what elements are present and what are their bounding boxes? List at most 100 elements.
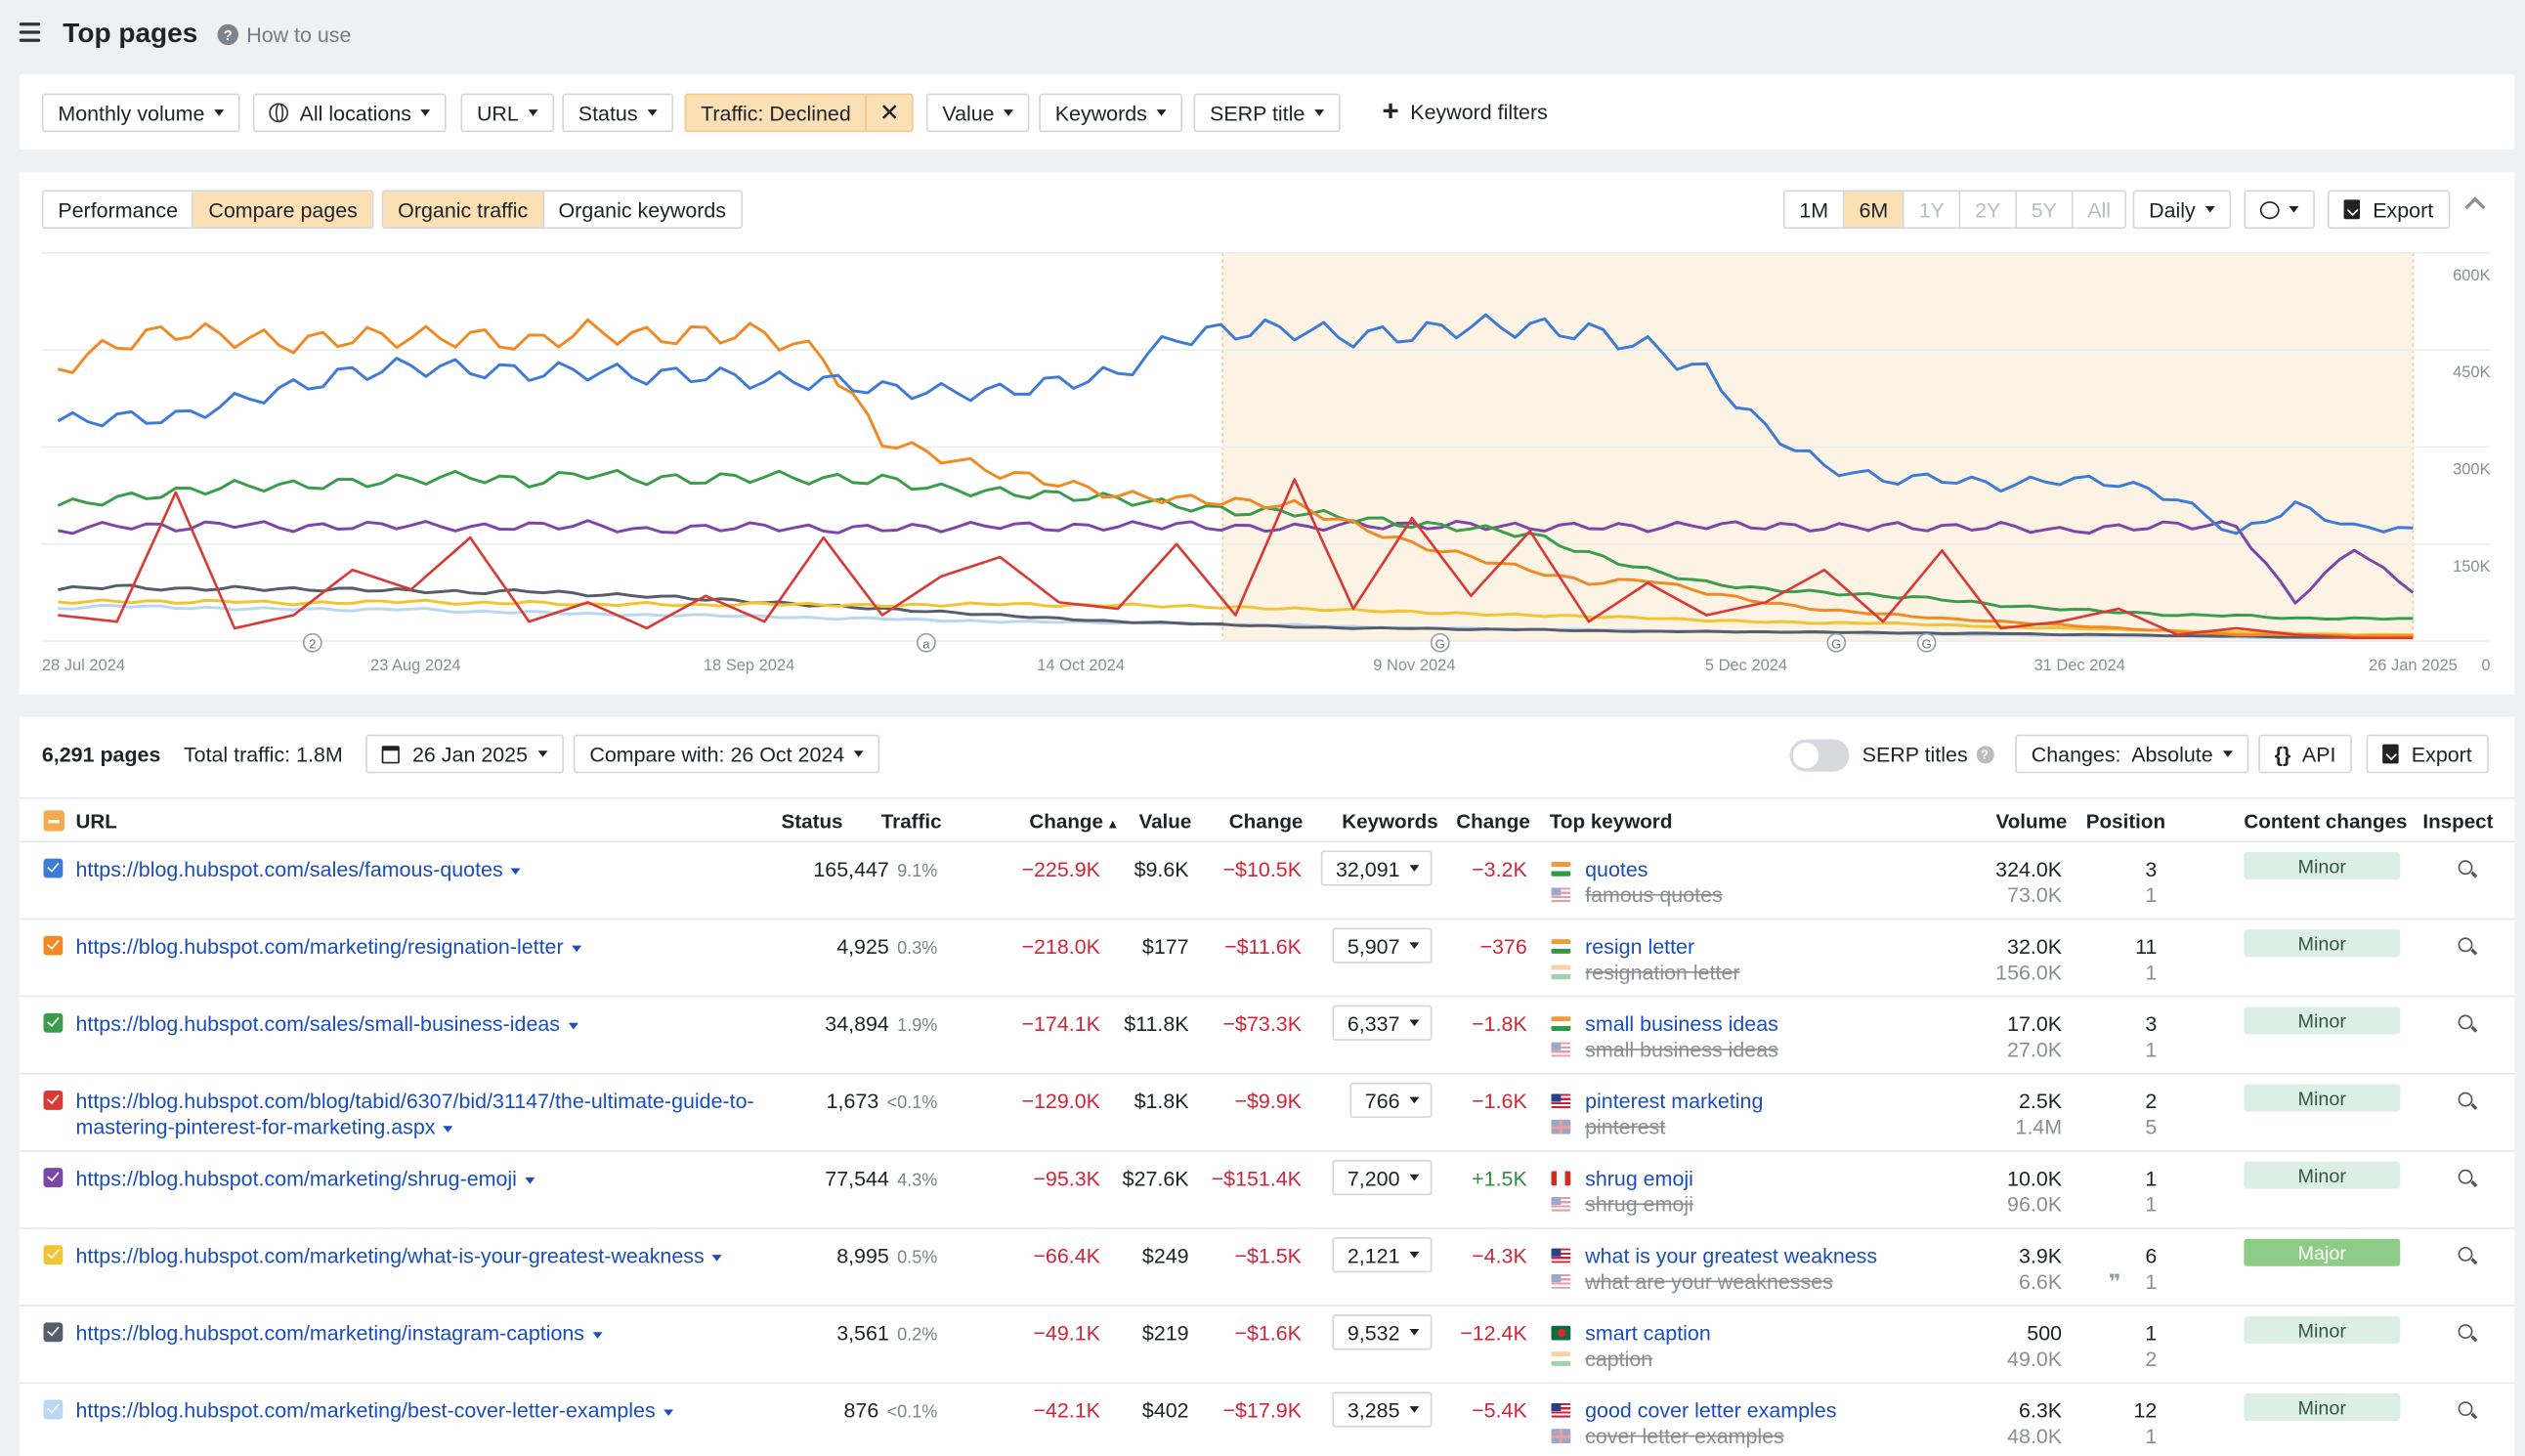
keywords-dropdown[interactable]: 7,200: [1333, 1159, 1433, 1196]
top-keyword-link[interactable]: smart caption: [1585, 1320, 1711, 1346]
page-url-link[interactable]: https://blog.hubspot.com/marketing/shrug…: [75, 1167, 768, 1192]
row-checkbox[interactable]: [43, 1168, 64, 1187]
close-icon[interactable]: ✕: [865, 95, 913, 131]
date-picker[interactable]: 26 Jan 2025: [365, 734, 564, 774]
caret-down-icon[interactable]: [568, 1022, 578, 1029]
row-checkbox[interactable]: [43, 1245, 64, 1265]
range-2y[interactable]: 2Y: [1960, 192, 2017, 228]
traffic-filter-chip[interactable]: Traffic: Declined ✕: [684, 93, 915, 133]
url-filter-dropdown[interactable]: URL: [460, 93, 555, 133]
page-url-link[interactable]: https://blog.hubspot.com/marketing/insta…: [75, 1321, 768, 1347]
col-keywords[interactable]: Keywords: [1342, 810, 1438, 834]
page-url-link[interactable]: https://blog.hubspot.com/sales/famous-qu…: [75, 857, 768, 882]
page-url-link[interactable]: https://blog.hubspot.com/marketing/resig…: [75, 934, 768, 960]
chart-export-button[interactable]: Export: [2328, 190, 2450, 230]
content-change-badge[interactable]: Minor: [2244, 1161, 2401, 1189]
compare-date-picker[interactable]: Compare with: 26 Oct 2024: [573, 734, 880, 774]
caret-down-icon[interactable]: [663, 1408, 673, 1416]
range-all[interactable]: All: [2073, 192, 2125, 228]
caret-down-icon[interactable]: [571, 944, 581, 952]
content-change-badge[interactable]: Minor: [2244, 1392, 2401, 1421]
keywords-dropdown[interactable]: 766: [1349, 1082, 1433, 1119]
content-change-badge[interactable]: Minor: [2244, 1084, 2401, 1112]
col-top-keyword[interactable]: Top keyword: [1549, 810, 1673, 834]
row-checkbox[interactable]: [43, 1012, 64, 1033]
keywords-filter-dropdown[interactable]: Keywords: [1039, 93, 1183, 133]
range-5y[interactable]: 5Y: [2016, 192, 2074, 228]
caret-down-icon[interactable]: [711, 1254, 722, 1262]
col-status[interactable]: Status: [781, 810, 843, 834]
col-volume[interactable]: Volume: [1995, 810, 2068, 834]
page-url-link[interactable]: https://blog.hubspot.com/marketing/what-…: [75, 1244, 768, 1269]
top-keyword-link[interactable]: small business ideas: [1585, 1011, 1778, 1036]
caret-down-icon[interactable]: [525, 1177, 535, 1183]
tab-compare-pages[interactable]: Compare pages: [193, 192, 372, 228]
search-icon[interactable]: [2458, 1092, 2473, 1107]
col-value[interactable]: Value: [1138, 810, 1192, 834]
row-checkbox[interactable]: [43, 1322, 64, 1343]
search-icon[interactable]: [2458, 1014, 2473, 1030]
serp-title-dropdown[interactable]: SERP title: [1193, 93, 1341, 133]
menu-icon[interactable]: [19, 22, 41, 42]
search-icon[interactable]: [2458, 1324, 2473, 1339]
table-export-button[interactable]: Export: [2366, 734, 2489, 774]
row-checkbox[interactable]: [43, 858, 64, 878]
content-change-badge[interactable]: Minor: [2244, 929, 2401, 958]
col-url[interactable]: URL: [75, 810, 117, 834]
caret-down-icon[interactable]: [443, 1125, 453, 1133]
value-filter-dropdown[interactable]: Value: [925, 93, 1030, 133]
col-position[interactable]: Position: [2085, 810, 2166, 834]
how-to-use-link[interactable]: ? How to use: [217, 22, 351, 47]
content-change-badge[interactable]: Major: [2244, 1238, 2401, 1266]
keyword-filters-button[interactable]: + Keyword filters: [1382, 97, 1547, 126]
search-icon[interactable]: [2458, 937, 2473, 953]
row-checkbox[interactable]: [43, 1399, 64, 1420]
search-icon[interactable]: [2458, 1169, 2473, 1184]
interval-dropdown[interactable]: Daily: [2132, 190, 2232, 230]
top-keyword-link[interactable]: quotes: [1585, 857, 1648, 881]
keywords-dropdown[interactable]: 3,285: [1333, 1392, 1433, 1428]
search-icon[interactable]: [2458, 860, 2473, 876]
page-url-link[interactable]: https://blog.hubspot.com/blog/tabid/6307…: [75, 1089, 768, 1140]
keywords-dropdown[interactable]: 2,121: [1333, 1237, 1433, 1273]
range-1y[interactable]: 1Y: [1904, 192, 1961, 228]
search-icon[interactable]: [2458, 1401, 2473, 1417]
range-1m[interactable]: 1M: [1784, 192, 1845, 228]
tab-performance[interactable]: Performance: [43, 192, 194, 228]
page-url-link[interactable]: https://blog.hubspot.com/marketing/best-…: [75, 1398, 768, 1424]
page-url-link[interactable]: https://blog.hubspot.com/sales/small-bus…: [75, 1011, 768, 1037]
select-all-checkbox[interactable]: [43, 810, 64, 832]
serp-titles-toggle[interactable]: [1789, 739, 1850, 772]
keywords-dropdown[interactable]: 32,091: [1321, 850, 1433, 886]
top-keyword-link[interactable]: pinterest marketing: [1585, 1089, 1764, 1114]
top-keyword-link[interactable]: good cover letter examples: [1585, 1397, 1837, 1423]
content-change-badge[interactable]: Minor: [2244, 1006, 2401, 1035]
row-checkbox[interactable]: [43, 935, 64, 956]
col-content-changes[interactable]: Content changes: [2244, 810, 2408, 834]
content-change-badge[interactable]: Minor: [2244, 1315, 2401, 1344]
col-change[interactable]: Change ▲: [1029, 810, 1119, 833]
changes-dropdown[interactable]: Changes: Absolute: [2015, 734, 2248, 774]
locations-dropdown[interactable]: All locations: [252, 93, 448, 133]
search-icon[interactable]: [2458, 1246, 2473, 1262]
range-6m[interactable]: 6M: [1844, 192, 1904, 228]
content-change-badge[interactable]: Minor: [2244, 852, 2401, 880]
top-keyword-link[interactable]: resign letter: [1585, 934, 1695, 959]
tab-organic-traffic[interactable]: Organic traffic: [383, 192, 544, 228]
tab-organic-keywords[interactable]: Organic keywords: [543, 192, 741, 228]
annotations-dropdown[interactable]: [2244, 190, 2315, 230]
keywords-dropdown[interactable]: 9,532: [1333, 1314, 1433, 1350]
col-traffic[interactable]: Traffic: [880, 810, 942, 834]
api-button[interactable]: {} API: [2258, 734, 2352, 774]
keywords-dropdown[interactable]: 6,337: [1333, 1005, 1433, 1041]
col-value-change[interactable]: Change: [1228, 810, 1304, 834]
monthly-volume-dropdown[interactable]: Monthly volume: [41, 93, 240, 133]
row-checkbox[interactable]: [43, 1091, 64, 1110]
caret-down-icon[interactable]: [592, 1331, 603, 1339]
keywords-dropdown[interactable]: 5,907: [1333, 927, 1433, 964]
col-keywords-change[interactable]: Change: [1456, 810, 1530, 834]
top-keyword-link[interactable]: shrug emoji: [1585, 1166, 1693, 1191]
caret-down-icon[interactable]: [510, 867, 521, 875]
status-filter-dropdown[interactable]: Status: [562, 93, 673, 133]
top-keyword-link[interactable]: what is your greatest weakness: [1585, 1243, 1878, 1268]
